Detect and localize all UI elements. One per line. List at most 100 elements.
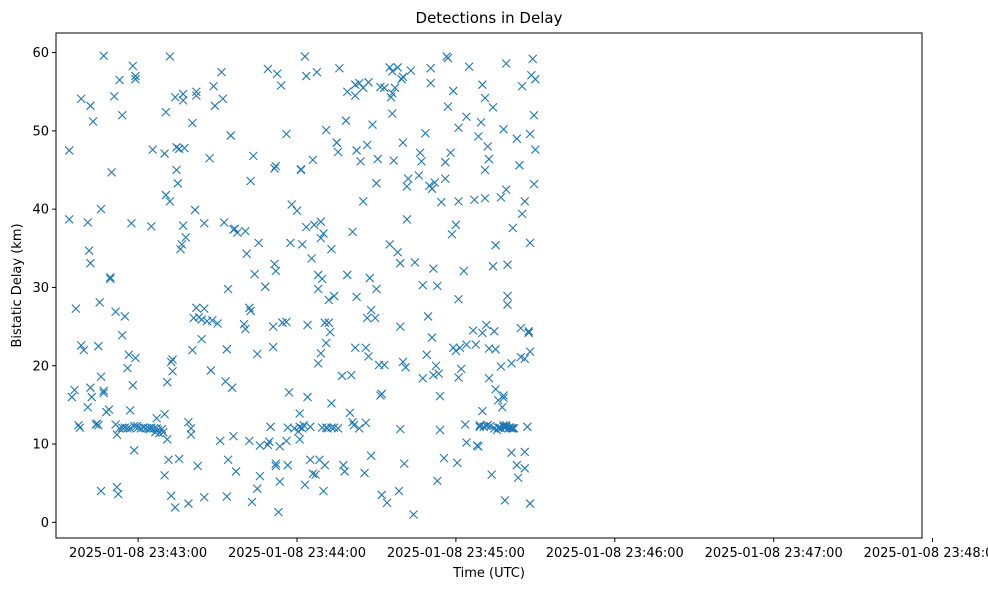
data-point-marker xyxy=(484,373,494,383)
data-point-marker xyxy=(454,196,463,206)
data-point-marker xyxy=(178,95,188,105)
data-point-marker xyxy=(520,196,530,206)
data-point-marker xyxy=(501,185,511,194)
data-point-marker xyxy=(454,294,463,304)
data-point-marker xyxy=(385,63,395,72)
data-point-marker xyxy=(124,350,134,360)
data-point-marker xyxy=(83,218,93,227)
data-point-marker xyxy=(213,319,222,328)
data-point-marker xyxy=(428,264,438,274)
data-point-marker xyxy=(320,460,330,470)
data-point-marker xyxy=(520,447,530,457)
data-point-marker xyxy=(346,370,356,380)
data-point-marker xyxy=(270,259,279,269)
data-point-marker xyxy=(305,422,315,432)
data-point-marker xyxy=(487,470,497,479)
data-point-marker xyxy=(390,83,400,93)
data-point-marker xyxy=(74,420,83,430)
data-point-marker xyxy=(230,224,240,234)
data-point-marker xyxy=(217,67,226,77)
data-point-marker xyxy=(271,461,281,471)
data-point-marker xyxy=(166,491,176,501)
data-point-marker xyxy=(289,423,299,433)
data-point-marker xyxy=(172,142,181,152)
y-tick-label: 30 xyxy=(32,281,49,296)
data-point-marker xyxy=(271,161,281,171)
data-point-marker xyxy=(107,167,117,177)
data-point-marker xyxy=(324,318,334,328)
data-point-marker xyxy=(366,305,376,315)
data-point-marker xyxy=(282,317,291,327)
data-point-marker xyxy=(399,459,409,469)
data-point-marker xyxy=(361,418,371,428)
data-point-marker xyxy=(372,178,381,188)
data-point-marker xyxy=(488,102,498,112)
data-point-marker xyxy=(468,326,478,335)
x-axis-label: Time (UTC) xyxy=(452,566,525,581)
x-axis: 2025-01-08 23:43:00 2025-01-08 23:44:00 20… xyxy=(69,538,988,561)
data-point-marker xyxy=(319,229,328,238)
data-point-marker xyxy=(529,110,539,120)
data-point-marker xyxy=(365,273,375,283)
data-point-marker xyxy=(172,165,181,175)
data-point-marker xyxy=(483,420,493,430)
data-point-marker xyxy=(190,205,200,215)
data-point-marker xyxy=(303,320,312,330)
data-point-marker xyxy=(362,313,372,323)
data-point-marker xyxy=(362,140,372,150)
data-point-marker xyxy=(207,315,217,325)
data-point-marker xyxy=(297,423,307,433)
data-point-marker xyxy=(260,282,270,292)
data-point-marker xyxy=(248,151,258,161)
data-point-marker xyxy=(364,351,373,361)
data-point-marker xyxy=(432,281,442,291)
data-point-marker xyxy=(178,221,188,230)
data-point-marker xyxy=(377,490,387,500)
data-point-marker xyxy=(529,179,539,189)
data-point-marker xyxy=(274,507,283,517)
data-point-marker xyxy=(165,196,175,206)
x-tick-label: 2025-01-08 23:45:00 xyxy=(387,546,525,561)
data-point-marker xyxy=(99,51,109,61)
data-point-marker xyxy=(480,93,490,103)
data-point-marker xyxy=(223,455,233,465)
data-point-marker xyxy=(455,343,465,353)
data-point-marker xyxy=(477,80,487,90)
data-point-marker xyxy=(184,499,193,508)
data-point-marker xyxy=(426,78,436,88)
data-point-marker xyxy=(321,125,331,135)
data-point-marker xyxy=(301,222,311,232)
data-point-marker xyxy=(417,157,426,166)
data-point-marker xyxy=(283,460,293,470)
y-tick-label: 20 xyxy=(32,359,49,374)
data-point-marker xyxy=(161,107,171,117)
data-point-marker xyxy=(496,362,506,371)
data-point-marker xyxy=(282,129,291,139)
data-point-marker xyxy=(443,53,453,63)
data-point-marker xyxy=(309,220,319,230)
x-tick-label: 2025-01-08 23:48:00 xyxy=(864,546,988,561)
data-point-marker xyxy=(387,88,397,98)
data-point-marker xyxy=(423,312,433,321)
data-point-marker xyxy=(402,182,412,191)
data-point-marker xyxy=(173,178,183,188)
data-point-marker xyxy=(86,101,95,111)
data-point-marker xyxy=(497,402,507,412)
data-point-marker xyxy=(96,372,106,382)
data-point-marker xyxy=(162,377,172,387)
data-point-marker xyxy=(352,292,361,302)
data-point-marker xyxy=(268,322,278,331)
data-point-marker xyxy=(358,196,368,206)
data-point-marker xyxy=(244,303,254,313)
data-point-marker xyxy=(165,52,175,61)
data-point-marker xyxy=(380,83,389,93)
data-point-marker xyxy=(209,81,218,91)
data-point-marker xyxy=(327,398,336,408)
data-point-marker xyxy=(264,437,274,447)
data-point-marker xyxy=(242,249,252,259)
data-point-marker xyxy=(301,71,311,81)
chart-title: Detections in Delay xyxy=(416,9,563,27)
data-point-marker xyxy=(244,436,254,446)
data-point-marker xyxy=(432,476,442,486)
